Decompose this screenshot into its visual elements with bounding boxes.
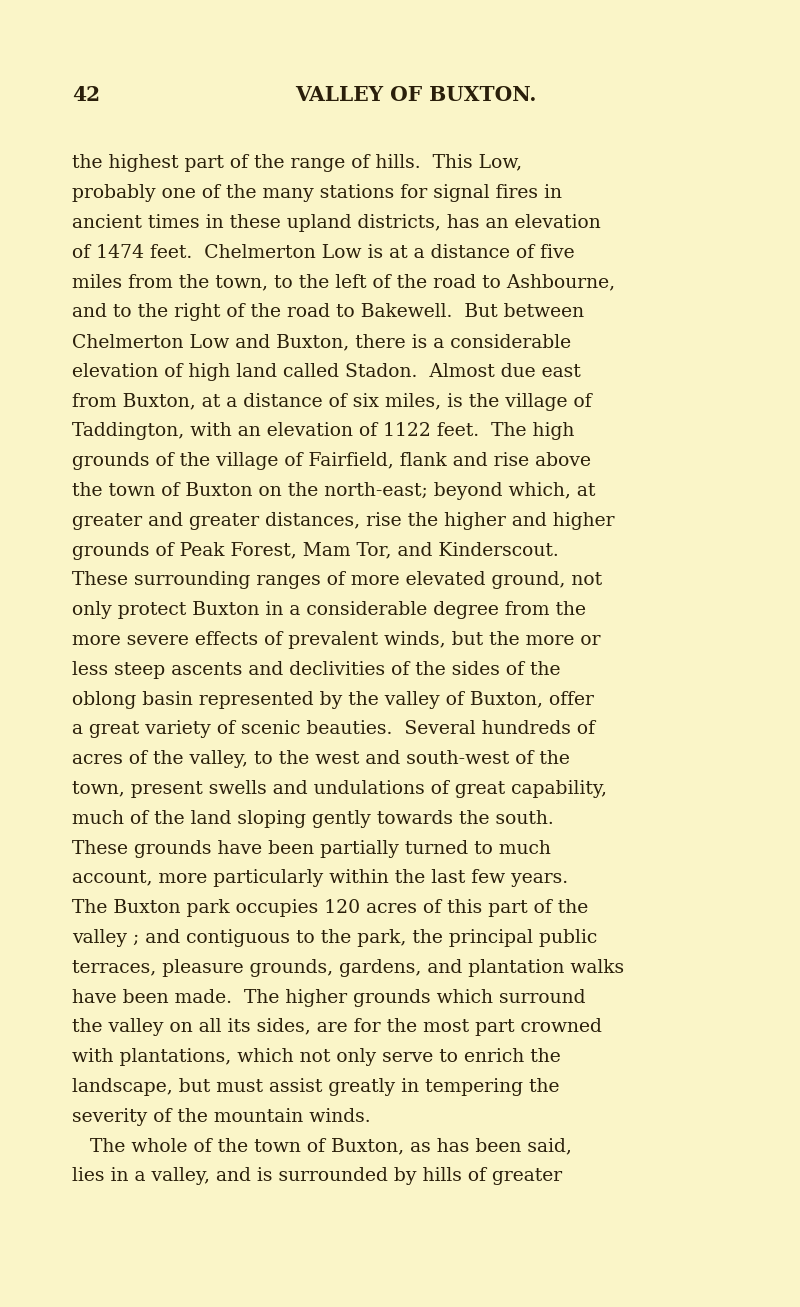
Text: valley ; and contiguous to the park, the principal public: valley ; and contiguous to the park, the… (72, 929, 598, 948)
Text: VALLEY OF BUXTON.: VALLEY OF BUXTON. (295, 85, 537, 105)
Text: These surrounding ranges of more elevated ground, not: These surrounding ranges of more elevate… (72, 571, 602, 589)
Text: grounds of the village of Fairfield, flank and rise above: grounds of the village of Fairfield, fla… (72, 452, 591, 471)
Text: Taddington, with an elevation of 1122 feet.  The high: Taddington, with an elevation of 1122 fe… (72, 422, 574, 440)
Text: miles from the town, to the left of the road to Ashbourne,: miles from the town, to the left of the … (72, 273, 615, 291)
Text: elevation of high land called Stadon.  Almost due east: elevation of high land called Stadon. Al… (72, 363, 581, 380)
Text: only protect Buxton in a considerable degree from the: only protect Buxton in a considerable de… (72, 601, 586, 620)
Text: from Buxton, at a distance of six miles, is the village of: from Buxton, at a distance of six miles,… (72, 392, 592, 410)
Text: ancient times in these upland districts, has an elevation: ancient times in these upland districts,… (72, 214, 601, 231)
Text: grounds of Peak Forest, Mam Tor, and Kinderscout.: grounds of Peak Forest, Mam Tor, and Kin… (72, 541, 558, 559)
Text: much of the land sloping gently towards the south.: much of the land sloping gently towards … (72, 810, 554, 827)
Text: and to the right of the road to Bakewell.  But between: and to the right of the road to Bakewell… (72, 303, 584, 322)
Text: oblong basin represented by the valley of Buxton, offer: oblong basin represented by the valley o… (72, 690, 594, 708)
Text: less steep ascents and declivities of the sides of the: less steep ascents and declivities of th… (72, 661, 561, 678)
Text: lies in a valley, and is surrounded by hills of greater: lies in a valley, and is surrounded by h… (72, 1167, 562, 1185)
Text: The whole of the town of Buxton, as has been said,: The whole of the town of Buxton, as has … (72, 1137, 572, 1155)
Text: severity of the mountain winds.: severity of the mountain winds. (72, 1108, 370, 1125)
Text: Chelmerton Low and Buxton, there is a considerable: Chelmerton Low and Buxton, there is a co… (72, 333, 571, 352)
Text: probably one of the many stations for signal fires in: probably one of the many stations for si… (72, 184, 562, 203)
Text: the town of Buxton on the north-east; beyond which, at: the town of Buxton on the north-east; be… (72, 482, 595, 501)
Text: These grounds have been partially turned to much: These grounds have been partially turned… (72, 839, 551, 857)
Text: town, present swells and undulations of great capability,: town, present swells and undulations of … (72, 780, 607, 799)
Text: the valley on all its sides, are for the most part crowned: the valley on all its sides, are for the… (72, 1018, 602, 1036)
Text: have been made.  The higher grounds which surround: have been made. The higher grounds which… (72, 988, 586, 1006)
Text: 42: 42 (72, 85, 100, 105)
Text: of 1474 feet.  Chelmerton Low is at a distance of five: of 1474 feet. Chelmerton Low is at a dis… (72, 243, 574, 261)
Text: more severe effects of prevalent winds, but the more or: more severe effects of prevalent winds, … (72, 631, 601, 650)
Text: the highest part of the range of hills.  This Low,: the highest part of the range of hills. … (72, 154, 522, 173)
Text: landscape, but must assist greatly in tempering the: landscape, but must assist greatly in te… (72, 1078, 559, 1097)
Text: a great variety of scenic beauties.  Several hundreds of: a great variety of scenic beauties. Seve… (72, 720, 595, 738)
Text: acres of the valley, to the west and south-west of the: acres of the valley, to the west and sou… (72, 750, 570, 769)
Text: greater and greater distances, rise the higher and higher: greater and greater distances, rise the … (72, 512, 614, 529)
Text: terraces, pleasure grounds, gardens, and plantation walks: terraces, pleasure grounds, gardens, and… (72, 959, 624, 976)
Text: with plantations, which not only serve to enrich the: with plantations, which not only serve t… (72, 1048, 561, 1067)
Text: account, more particularly within the last few years.: account, more particularly within the la… (72, 869, 568, 887)
Text: The Buxton park occupies 120 acres of this part of the: The Buxton park occupies 120 acres of th… (72, 899, 588, 918)
